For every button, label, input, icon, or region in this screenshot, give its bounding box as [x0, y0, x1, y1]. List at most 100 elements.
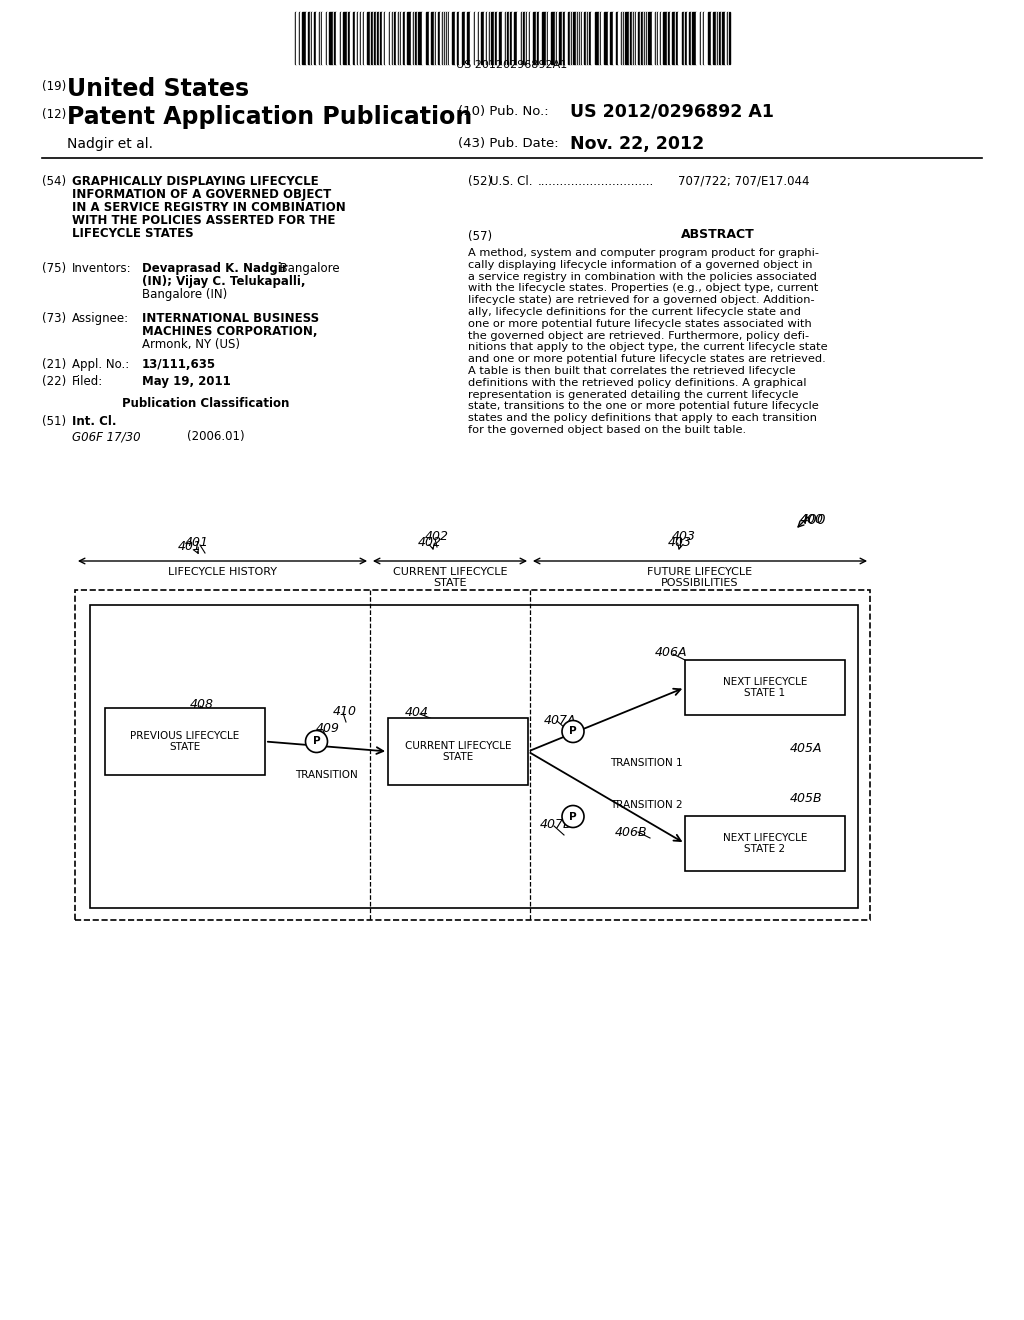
- Bar: [343, 12, 347, 63]
- Bar: [591, 12, 595, 63]
- Text: (54): (54): [42, 176, 67, 187]
- Text: US 20120296892A1: US 20120296892A1: [457, 59, 567, 70]
- Text: ally, lifecycle definitions for the current lifecycle state and: ally, lifecycle definitions for the curr…: [468, 308, 801, 317]
- Bar: [630, 12, 632, 63]
- Bar: [455, 12, 457, 63]
- Bar: [517, 12, 521, 63]
- Bar: [467, 12, 470, 63]
- Bar: [316, 12, 319, 63]
- Bar: [327, 12, 329, 63]
- Text: (2006.01): (2006.01): [187, 430, 245, 444]
- Text: state, transitions to the one or more potential future lifecycle: state, transitions to the one or more po…: [468, 401, 819, 412]
- Bar: [364, 12, 367, 63]
- Bar: [701, 12, 703, 63]
- Text: 707/722; 707/E17.044: 707/722; 707/E17.044: [678, 176, 810, 187]
- Bar: [475, 12, 478, 63]
- Bar: [490, 12, 494, 63]
- Text: Int. Cl.: Int. Cl.: [72, 414, 117, 428]
- Bar: [481, 12, 484, 63]
- Circle shape: [562, 721, 584, 742]
- Bar: [713, 12, 716, 63]
- Bar: [396, 12, 398, 63]
- Bar: [459, 12, 462, 63]
- Bar: [582, 12, 584, 63]
- Text: Patent Application Publication: Patent Application Publication: [67, 106, 472, 129]
- Bar: [692, 12, 696, 63]
- Bar: [358, 12, 360, 63]
- Bar: [418, 12, 422, 63]
- Bar: [527, 12, 529, 63]
- Text: (52): (52): [468, 176, 493, 187]
- Bar: [682, 12, 684, 63]
- Text: nitions that apply to the object type, the current lifecycle state: nitions that apply to the object type, t…: [468, 342, 827, 352]
- Bar: [595, 12, 599, 63]
- Bar: [672, 12, 675, 63]
- Bar: [636, 12, 638, 63]
- Bar: [678, 12, 682, 63]
- Bar: [440, 12, 442, 63]
- Bar: [711, 12, 713, 63]
- Bar: [336, 12, 340, 63]
- Bar: [422, 12, 426, 63]
- Text: (73): (73): [42, 312, 67, 325]
- Text: GRAPHICALLY DISPLAYING LIFECYCLE: GRAPHICALLY DISPLAYING LIFECYCLE: [72, 176, 318, 187]
- Bar: [685, 660, 845, 715]
- Bar: [499, 12, 502, 63]
- Bar: [355, 12, 357, 63]
- Text: Nov. 22, 2012: Nov. 22, 2012: [570, 135, 705, 153]
- Bar: [559, 12, 562, 63]
- Text: FUTURE LIFECYCLE: FUTURE LIFECYCLE: [647, 568, 753, 577]
- Text: Devaprasad K. Nadgir: Devaprasad K. Nadgir: [142, 261, 288, 275]
- Bar: [601, 12, 604, 63]
- Text: Filed:: Filed:: [72, 375, 103, 388]
- Text: definitions with the retrieved policy definitions. A graphical: definitions with the retrieved policy de…: [468, 378, 807, 388]
- Text: INFORMATION OF A GOVERNED OBJECT: INFORMATION OF A GOVERNED OBJECT: [72, 187, 331, 201]
- Bar: [668, 12, 670, 63]
- Bar: [371, 12, 373, 63]
- Text: A method, system and computer program product for graphi-: A method, system and computer program pr…: [468, 248, 819, 257]
- Bar: [648, 12, 652, 63]
- Bar: [618, 12, 621, 63]
- Bar: [308, 12, 310, 63]
- Text: (21): (21): [42, 358, 67, 371]
- Text: 13/111,635: 13/111,635: [142, 358, 216, 371]
- Bar: [565, 12, 568, 63]
- Bar: [367, 12, 370, 63]
- Bar: [608, 12, 610, 63]
- Bar: [685, 816, 845, 871]
- Bar: [676, 12, 678, 63]
- Bar: [105, 708, 265, 775]
- Bar: [725, 12, 727, 63]
- Bar: [479, 12, 481, 63]
- Text: one or more potential future lifecycle states associated with: one or more potential future lifecycle s…: [468, 319, 812, 329]
- Bar: [641, 12, 643, 63]
- Bar: [341, 12, 343, 63]
- Bar: [75, 590, 870, 920]
- Text: 400: 400: [800, 513, 824, 525]
- Bar: [90, 605, 858, 908]
- Bar: [658, 12, 660, 63]
- Bar: [616, 12, 618, 63]
- Text: TRANSITION 2: TRANSITION 2: [610, 800, 683, 810]
- Text: Assignee:: Assignee:: [72, 312, 129, 325]
- Text: and one or more potential future lifecycle states are retrieved.: and one or more potential future lifecyc…: [468, 354, 825, 364]
- Bar: [380, 12, 382, 63]
- Bar: [670, 12, 672, 63]
- Bar: [322, 12, 326, 63]
- Text: , Bangalore: , Bangalore: [272, 261, 340, 275]
- Bar: [374, 12, 376, 63]
- Text: STATE: STATE: [433, 578, 467, 587]
- Text: 405A: 405A: [790, 742, 822, 755]
- Bar: [539, 12, 542, 63]
- Text: a service registry in combination with the policies associated: a service registry in combination with t…: [468, 272, 817, 281]
- Bar: [306, 12, 308, 63]
- Text: with the lifecycle states. Properties (e.g., object type, current: with the lifecycle states. Properties (e…: [468, 284, 818, 293]
- Text: TRANSITION: TRANSITION: [295, 770, 357, 780]
- Bar: [584, 12, 586, 63]
- Bar: [663, 12, 667, 63]
- Bar: [719, 12, 721, 63]
- Bar: [487, 12, 489, 63]
- Text: 406A: 406A: [655, 645, 687, 659]
- Bar: [502, 12, 505, 63]
- Bar: [390, 12, 392, 63]
